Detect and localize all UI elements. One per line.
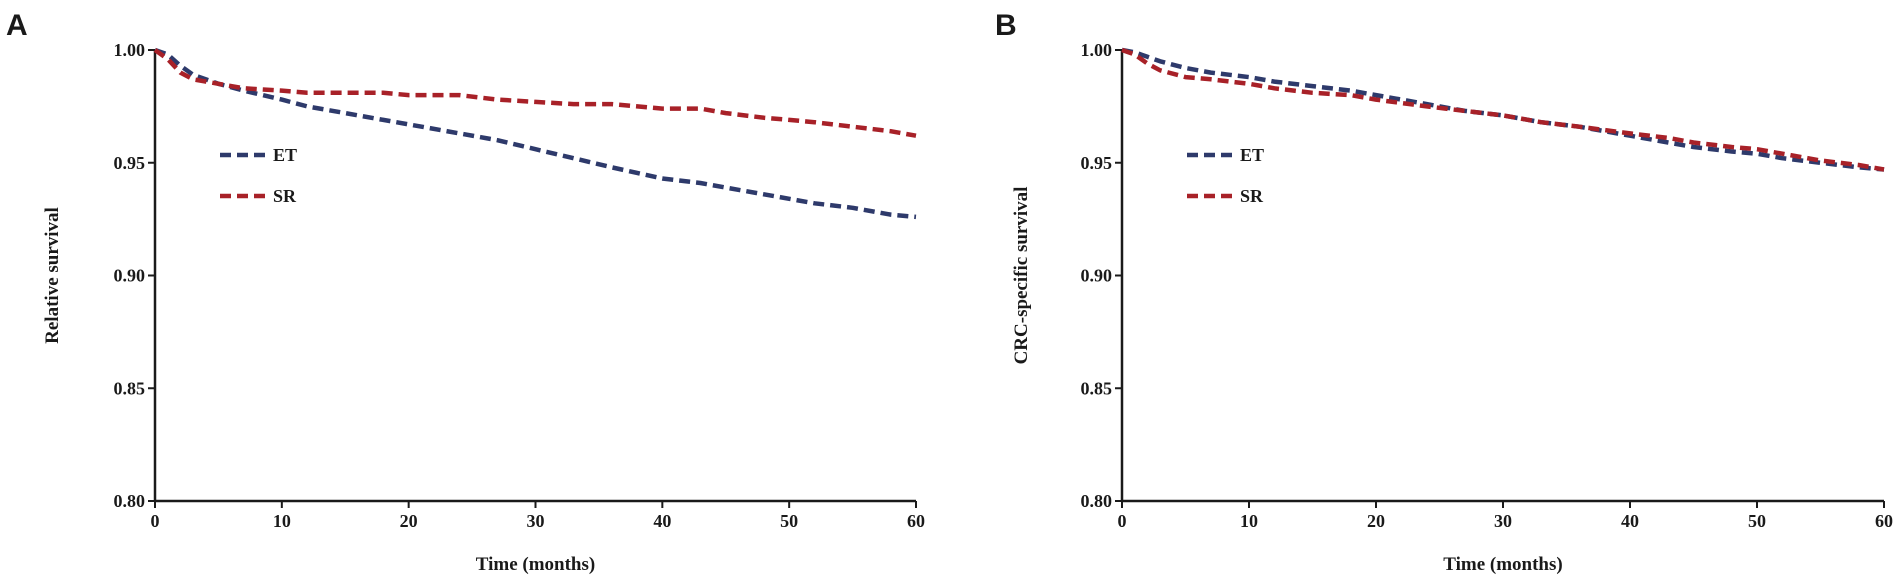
x-tick-label: 50 xyxy=(1748,511,1766,531)
y-tick-label: 0.85 xyxy=(114,378,146,398)
x-tick-label: 0 xyxy=(1118,511,1127,531)
x-axis-title: Time (months) xyxy=(1443,554,1562,575)
legend-label-sr: SR xyxy=(273,186,297,206)
y-tick-label: 0.95 xyxy=(114,153,146,173)
legend-label-et: ET xyxy=(1240,145,1264,165)
y-tick-label: 0.90 xyxy=(114,266,146,286)
y-tick-label: 0.95 xyxy=(1081,153,1113,173)
series-line-et xyxy=(1121,47,1885,172)
y-tick-label: 0.80 xyxy=(114,491,146,511)
y-tick-label: 0.80 xyxy=(1081,491,1113,511)
y-tick-label: 1.00 xyxy=(1081,40,1113,60)
y-axis-title: CRC-specific survival xyxy=(1011,187,1032,365)
legend-label-et: ET xyxy=(273,145,297,165)
series-line-sr xyxy=(1121,47,1885,172)
y-axis-title: Relative survival xyxy=(42,207,63,344)
x-tick-label: 10 xyxy=(273,511,291,531)
panel-letter: B xyxy=(995,9,1017,42)
x-tick-label: 60 xyxy=(1875,511,1893,531)
x-tick-label: 40 xyxy=(653,511,671,531)
x-axis-title: Time (months) xyxy=(476,554,595,575)
panel-letter: A xyxy=(6,9,28,42)
legend-label-sr: SR xyxy=(1240,186,1264,206)
y-tick-label: 0.85 xyxy=(1081,378,1113,398)
x-tick-label: 30 xyxy=(1494,511,1512,531)
panel-b: B 0.80 0.85 0.90 0.95 1.00 0 10 20 30 40 50 60 Time (… xyxy=(995,9,1893,575)
x-tick-label: 20 xyxy=(400,511,418,531)
x-tick-label: 50 xyxy=(780,511,798,531)
x-tick-label: 10 xyxy=(1240,511,1258,531)
y-tick-label: 0.90 xyxy=(1081,266,1113,286)
series-line-et xyxy=(154,47,917,220)
panel-a: A 0.80 0.85 0.90 0.95 1.00 0 10 20 30 40 50 60 Time (… xyxy=(6,9,925,575)
x-tick-label: 60 xyxy=(907,511,925,531)
y-tick-label: 1.00 xyxy=(114,40,146,60)
series-line-sr xyxy=(153,48,917,138)
x-tick-label: 0 xyxy=(151,511,160,531)
x-tick-label: 30 xyxy=(527,511,545,531)
x-tick-label: 40 xyxy=(1621,511,1639,531)
x-tick-label: 20 xyxy=(1367,511,1385,531)
